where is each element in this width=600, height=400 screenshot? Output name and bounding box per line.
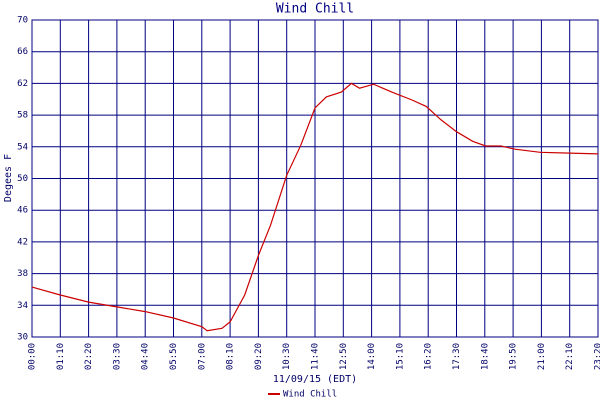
x-tick-label: 11:40 [311,343,321,370]
x-tick-label: 15:10 [395,343,405,370]
y-axis-title: Degees F [3,154,14,202]
x-tick-label: 05:50 [169,343,179,370]
x-tick-label: 22:10 [565,343,575,370]
x-tick-label: 19:50 [509,343,519,370]
x-tick-label: 14:00 [367,343,377,370]
y-tick-label: 58 [17,111,28,121]
y-tick-label: 42 [17,237,28,247]
x-tick-label: 23:20 [594,343,600,370]
x-tick-label: 00:00 [28,343,38,370]
x-tick-label: 02:20 [84,343,94,370]
x-tick-label: 21:00 [537,343,547,370]
y-tick-label: 34 [17,301,28,311]
y-tick-label: 66 [17,47,28,57]
x-tick-label: 08:10 [226,343,236,370]
legend-label: Wind Chill [283,390,337,400]
y-tick-label: 50 [17,174,28,184]
x-tick-label: 17:30 [452,343,462,370]
y-tick-label: 62 [17,79,28,89]
data-line [31,82,599,332]
x-tick-label: 04:40 [141,343,151,370]
x-tick-label: 12:50 [339,343,349,370]
y-tick-label: 46 [17,206,28,216]
x-tick-label: 07:00 [197,343,207,370]
x-tick-label: 18:40 [480,343,490,370]
x-tick-label: 09:20 [254,343,264,370]
x-tick-label: 01:10 [56,343,66,370]
x-axis-title: 11/09/15 (EDT) [273,374,357,385]
chart-title: Wind Chill [276,2,354,17]
x-tick-label: 16:20 [424,343,434,370]
y-tick-label: 30 [17,333,28,343]
y-tick-label: 38 [17,269,28,279]
x-tick-label: 03:30 [112,343,122,370]
y-tick-label: 54 [17,142,28,152]
x-tick-label: 10:30 [282,343,292,370]
y-tick-label: 70 [17,16,28,26]
